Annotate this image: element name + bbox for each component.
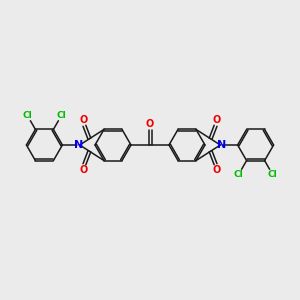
Text: Cl: Cl [234, 170, 244, 179]
Text: Cl: Cl [22, 111, 32, 120]
Text: Cl: Cl [268, 170, 278, 179]
Text: O: O [212, 115, 221, 125]
Text: O: O [212, 165, 221, 175]
Text: Cl: Cl [56, 111, 66, 120]
Text: N: N [74, 140, 83, 150]
Text: O: O [79, 115, 88, 125]
Text: N: N [217, 140, 226, 150]
Text: O: O [146, 119, 154, 129]
Text: O: O [79, 165, 88, 175]
